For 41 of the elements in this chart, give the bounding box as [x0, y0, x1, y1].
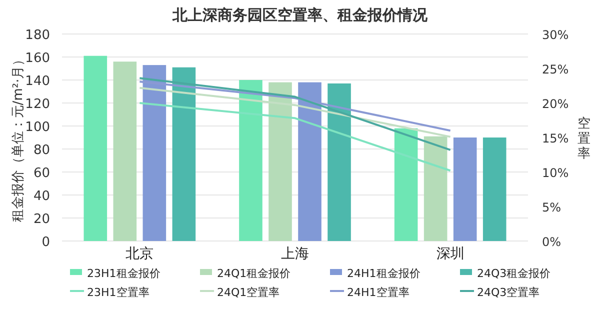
y-tick-label: 120: [25, 97, 50, 112]
bar: [482, 138, 506, 241]
y-tick-label: 100: [25, 120, 50, 135]
legend-label: 24H1租金报价: [347, 267, 420, 280]
y-tick-label: 80: [33, 143, 50, 158]
chart-title: 北上深商务园区空置率、租金报价情况: [172, 6, 428, 24]
legend-label: 24H1空置率: [347, 286, 410, 299]
y2-tick-label: 30%: [542, 28, 569, 42]
y2-tick-label: 10%: [542, 166, 569, 180]
x-tick-label: 上海: [281, 246, 309, 262]
y-tick-label: 140: [25, 74, 50, 89]
y-tick-label: 20: [33, 212, 50, 227]
y2-tick-label: 5%: [542, 200, 562, 214]
y-tick-label: 160: [25, 51, 50, 66]
y-tick-label: 40: [33, 189, 50, 204]
y2-tick-label: 20%: [542, 97, 569, 111]
y-tick-label: 0: [42, 235, 50, 250]
y-tick-label: 180: [25, 28, 50, 43]
bar: [453, 138, 477, 241]
legend-label: 24Q3租金报价: [477, 267, 551, 280]
bar: [328, 83, 351, 241]
legend-label: 24Q3空置率: [477, 286, 540, 299]
bar: [84, 56, 108, 241]
bar: [113, 62, 137, 241]
bar: [424, 136, 448, 241]
bar: [268, 82, 292, 241]
bar: [239, 80, 262, 241]
x-tick-label: 深圳: [436, 246, 464, 262]
legend-label: 24Q1空置率: [217, 286, 280, 299]
legend-label: 23H1空置率: [87, 286, 150, 299]
x-tick-label: 北京: [126, 246, 154, 262]
y2-tick-label: 0%: [542, 235, 562, 249]
legend-label: 24Q1租金报价: [217, 267, 291, 280]
y-tick-label: 60: [33, 166, 50, 181]
y-axis-title: 租金报价（单位：元/m²·月）: [11, 52, 26, 222]
bar: [394, 128, 418, 241]
y2-tick-label: 25%: [542, 62, 569, 76]
bar: [172, 67, 196, 241]
y2-tick-label: 15%: [542, 132, 569, 146]
legend-label: 23H1租金报价: [87, 267, 160, 280]
y2-axis-title: 空置率: [578, 116, 590, 162]
